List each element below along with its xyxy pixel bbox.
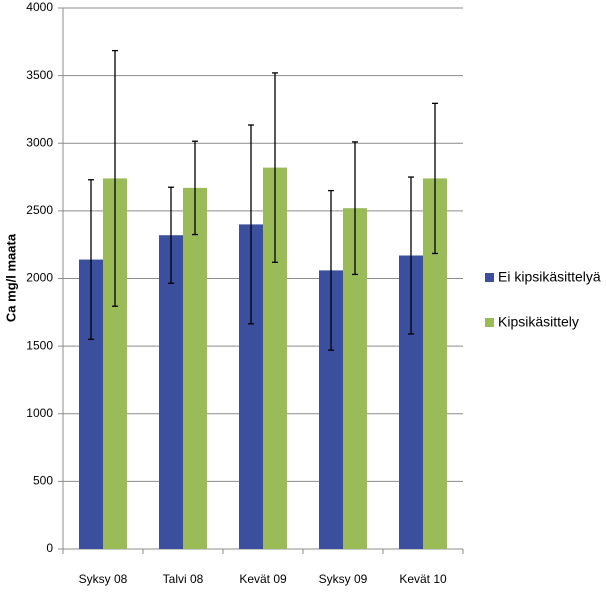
bar — [159, 235, 183, 549]
x-tick-label: Kevät 09 — [239, 572, 287, 586]
legend-label: Kipsikäsittely — [498, 314, 579, 330]
bar — [183, 187, 207, 549]
x-tick-label: Syksy 08 — [79, 572, 128, 586]
x-tick-label: Syksy 09 — [319, 572, 368, 586]
legend-swatch — [485, 318, 494, 327]
error-bar — [352, 141, 358, 276]
legend-swatch — [485, 273, 494, 282]
y-tick-label: 1000 — [26, 406, 53, 420]
y-tick-label: 500 — [33, 474, 53, 488]
error-bar — [272, 72, 278, 263]
legend-label: Ei kipsikäsittelyä — [498, 269, 601, 285]
x-tick-label: Kevät 10 — [399, 572, 447, 586]
error-bar — [88, 179, 94, 341]
y-tick-label: 0 — [46, 541, 53, 555]
error-bar — [248, 124, 254, 325]
y-tick-label: 3000 — [26, 135, 53, 149]
error-bar — [192, 140, 198, 236]
x-tick-label: Talvi 08 — [163, 572, 204, 586]
y-tick-label: 4000 — [26, 0, 53, 14]
y-tick-label: 2500 — [26, 203, 53, 217]
error-bar — [408, 176, 414, 335]
error-bar — [168, 186, 174, 284]
y-tick-label: 2000 — [26, 271, 53, 285]
y-axis-label: Ca mg/l maata — [3, 233, 18, 322]
y-tick-label: 3500 — [26, 68, 53, 82]
error-bar — [432, 102, 438, 255]
y-tick-label: 1500 — [26, 338, 53, 352]
error-bar — [328, 189, 334, 351]
error-bar — [112, 49, 118, 307]
